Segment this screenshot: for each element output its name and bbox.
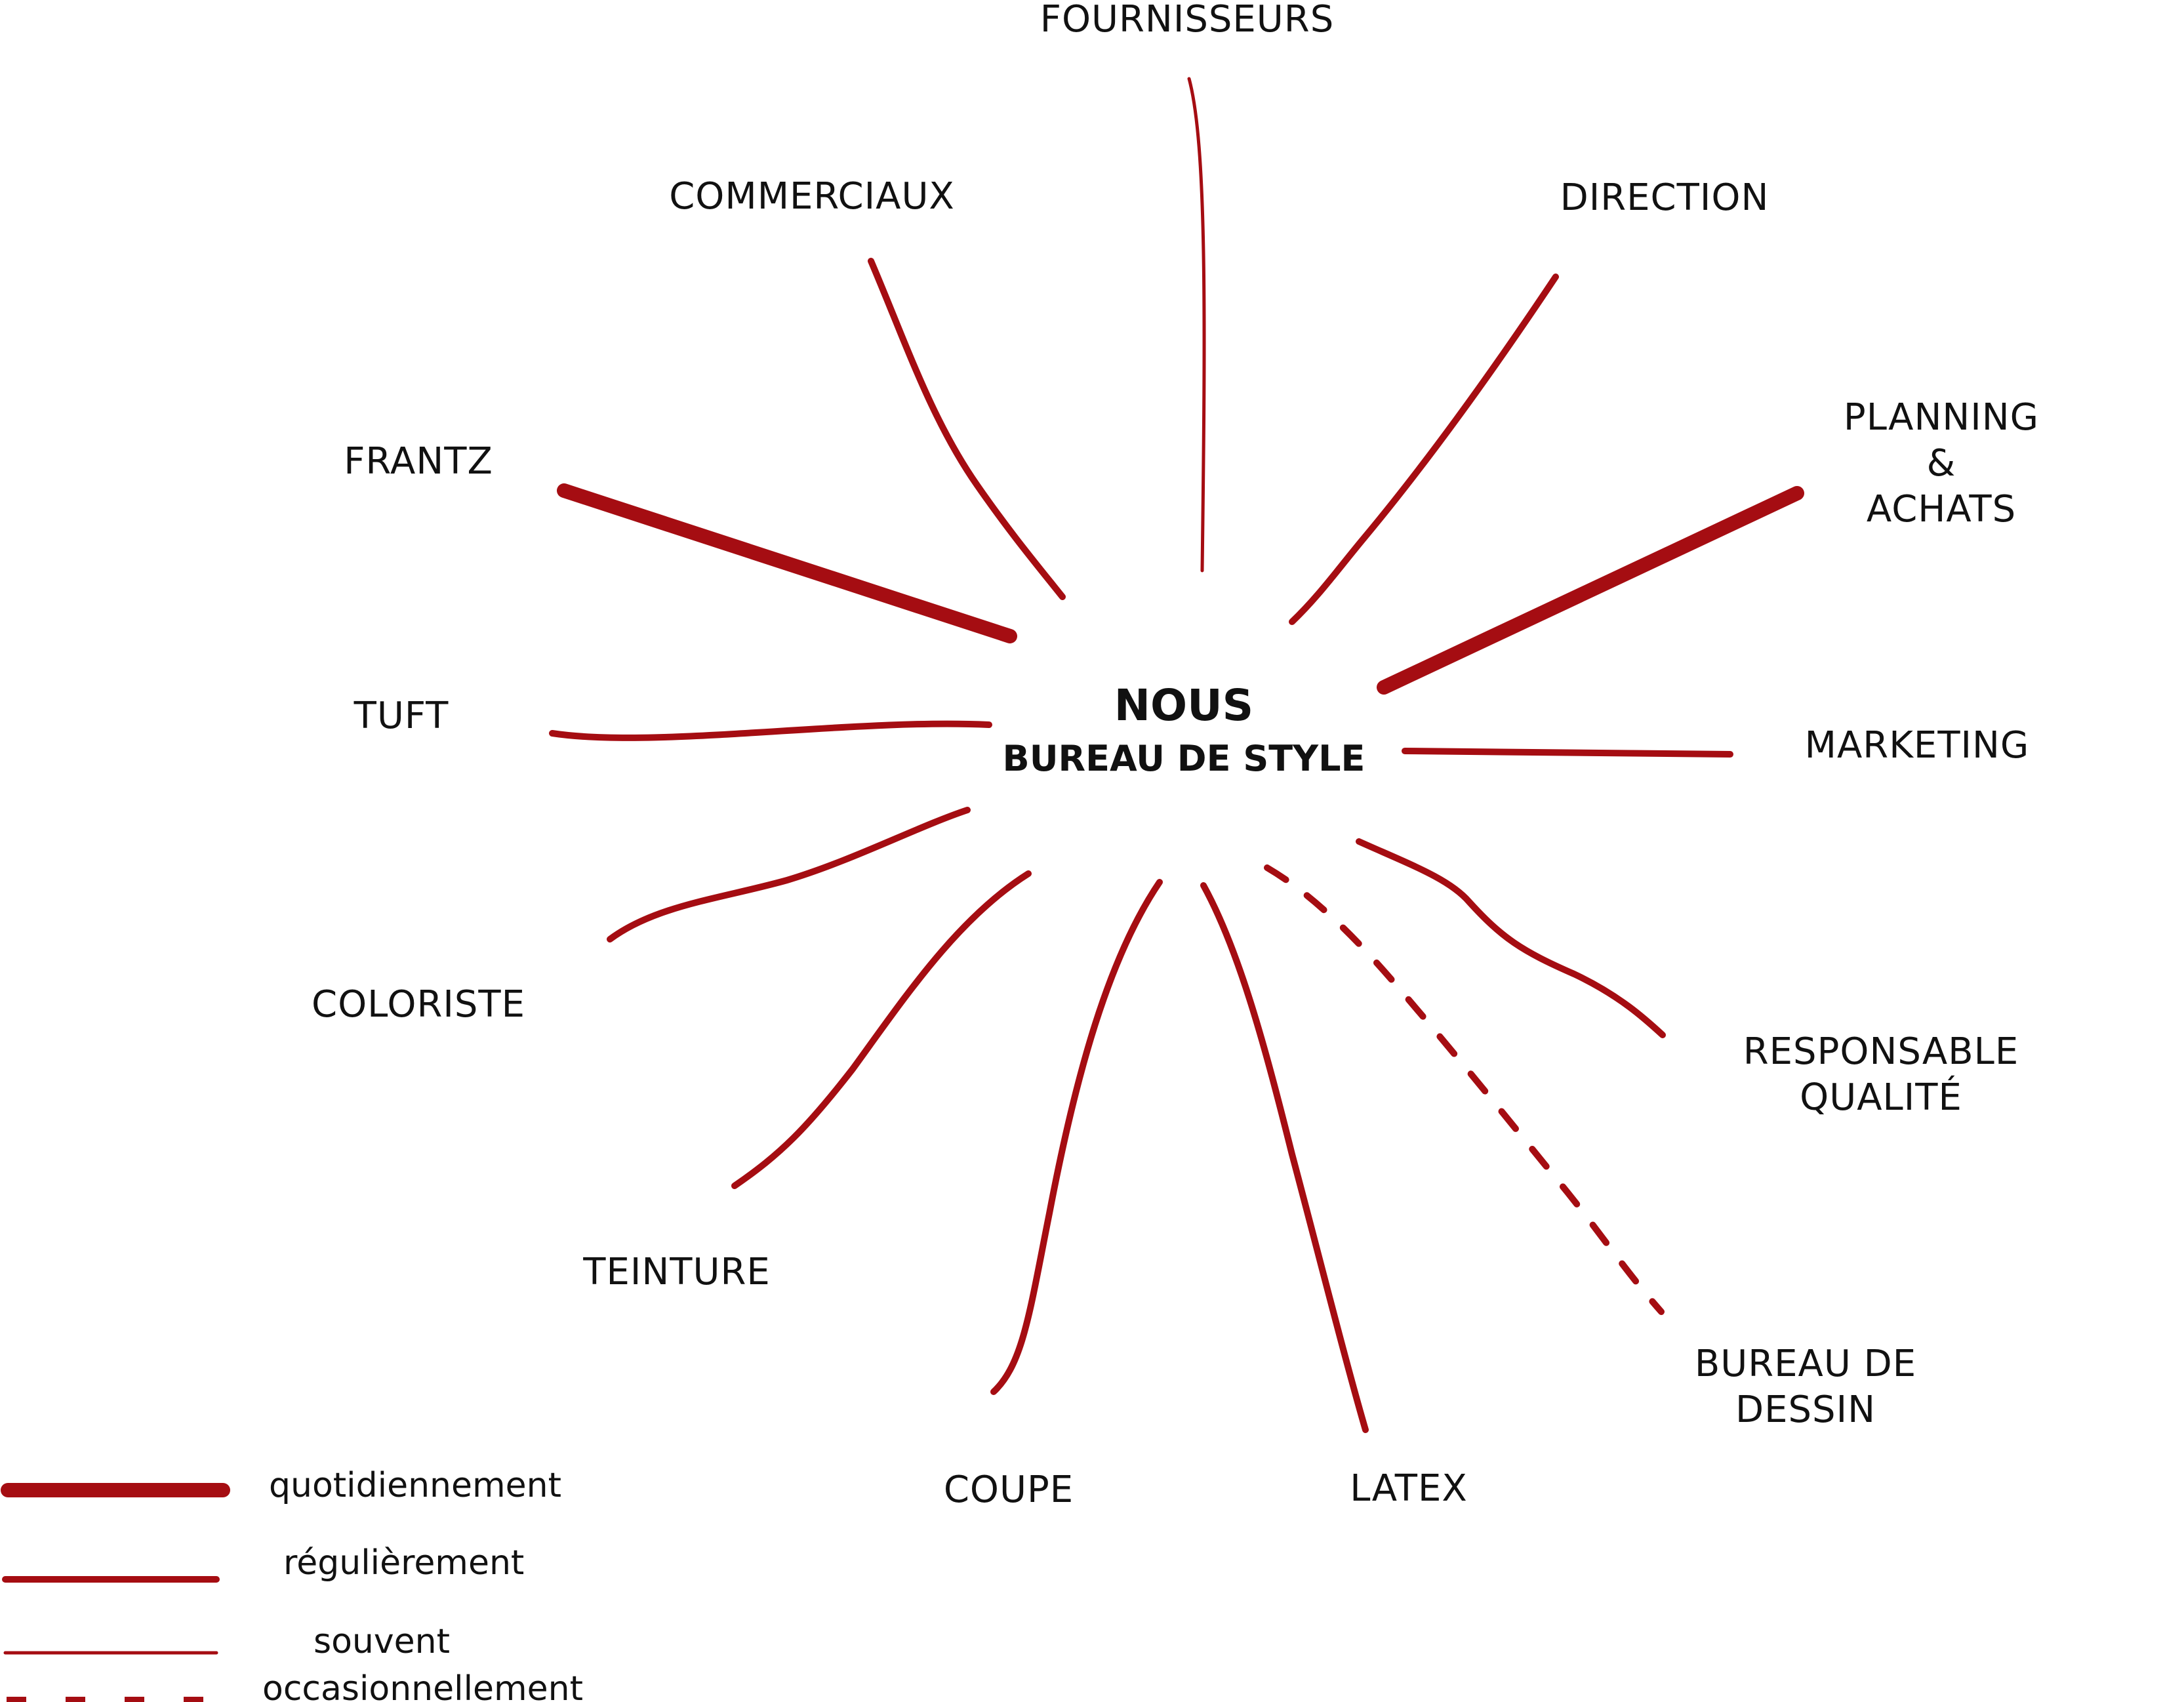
label-fournisseurs: FOURNISSEURS	[1040, 0, 1335, 41]
label-latex-line: LATEX	[1350, 1467, 1467, 1510]
label-marketing: MARKETING	[1805, 724, 2030, 767]
label-responsable-line: RESPONSABLE	[1743, 1030, 2019, 1073]
link-latex	[1200, 882, 1369, 1433]
label-marketing-line: MARKETING	[1805, 724, 2030, 767]
link-commerciaux	[868, 258, 1066, 600]
label-direction-line: DIRECTION	[1560, 176, 1769, 219]
link-bureau-dessin	[1264, 864, 1665, 1315]
label-teinture-line: TEINTURE	[582, 1251, 770, 1293]
label-teinture: TEINTURE	[582, 1251, 770, 1293]
link-teinture	[731, 870, 1032, 1189]
legend-label-1: régulièrement	[283, 1543, 524, 1583]
link-responsable	[1356, 838, 1666, 1038]
label-coupe-line: COUPE	[944, 1469, 1074, 1511]
label-direction: DIRECTION	[1560, 176, 1769, 219]
label-bureau-dessin-line: DESSIN	[1735, 1388, 1876, 1431]
label-coloriste-line: COLORISTE	[312, 983, 525, 1026]
label-latex: LATEX	[1350, 1467, 1467, 1510]
link-fournisseurs	[1187, 77, 1206, 573]
label-commerciaux: COMMERCIAUX	[669, 175, 955, 218]
link-coupe	[990, 879, 1163, 1395]
link-planning	[1377, 486, 1804, 695]
label-planning: PLANNING & ACHATS	[1844, 396, 2039, 531]
center-node: NOUS BUREAU DE STYLE	[1003, 680, 1365, 779]
center-subtitle: BUREAU DE STYLE	[1003, 738, 1365, 779]
label-tuft-line: TUFT	[354, 695, 449, 737]
center-title: NOUS	[1114, 680, 1253, 731]
label-planning-line: ACHATS	[1867, 488, 2016, 531]
label-bureau-dessin-line: BUREAU DE	[1695, 1343, 1916, 1385]
legend: quotidiennement régulièrement souvent occas…	[1, 1466, 583, 1702]
label-coupe: COUPE	[944, 1469, 1074, 1511]
link-frantz	[557, 483, 1017, 643]
label-fournisseurs-line: FOURNISSEURS	[1040, 0, 1335, 41]
label-planning-line: PLANNING	[1844, 396, 2039, 439]
label-commerciaux-line: COMMERCIAUX	[669, 175, 955, 218]
label-frantz: FRANTZ	[344, 440, 493, 483]
label-coloriste: COLORISTE	[312, 983, 525, 1026]
legend-label-2: souvent	[313, 1622, 450, 1661]
legend-label-3: occasionnellement	[262, 1669, 583, 1702]
legend-label-0: quotidiennement	[269, 1466, 561, 1505]
links-layer	[549, 77, 1804, 1433]
label-planning-line: &	[1927, 442, 1956, 485]
label-bureau-dessin: BUREAU DE DESSIN	[1695, 1343, 1916, 1431]
link-direction	[1289, 274, 1559, 625]
label-frantz-line: FRANTZ	[344, 440, 493, 483]
link-coloriste	[607, 807, 971, 942]
label-responsable-line: QUALITÉ	[1800, 1076, 1962, 1119]
link-tuft	[549, 720, 992, 741]
label-tuft: TUFT	[354, 695, 449, 737]
label-responsable: RESPONSABLE QUALITÉ	[1743, 1030, 2019, 1119]
link-marketing	[1402, 748, 1733, 758]
labels-layer: FOURNISSEURS COMMERCIAUX DIRECTION FRANTZ PL…	[312, 0, 2039, 1511]
